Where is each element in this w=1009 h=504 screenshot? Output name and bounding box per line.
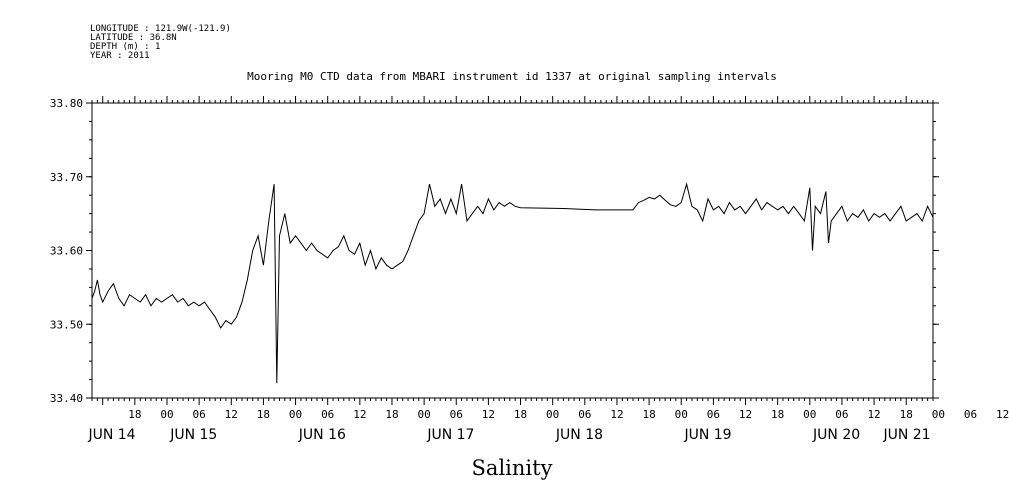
x-hour-label: 18 — [900, 408, 913, 421]
chart-title: Mooring M0 CTD data from MBARI instrumen… — [247, 70, 777, 83]
x-day-label: JUN 18 — [555, 427, 603, 443]
y-tick-label: 33.40 — [50, 392, 83, 405]
x-hour-label: 12 — [353, 408, 366, 421]
x-day-label: JUN 16 — [298, 427, 346, 443]
series-line-salinity — [91, 182, 934, 384]
x-hour-label: 06 — [321, 408, 334, 421]
x-day-label: JUN 20 — [812, 427, 860, 443]
x-hour-label: 12 — [610, 408, 623, 421]
x-hour-label: 06 — [193, 408, 206, 421]
x-hour-label: 18 — [771, 408, 784, 421]
x-hour-label: 12 — [867, 408, 880, 421]
series-layer — [91, 182, 934, 384]
depth-label: DEPTH (m) : 1 — [90, 42, 160, 52]
x-axis: 18 00 06 12 18 00 06 12 18 00 06 12 18 00 06 12 18 00 06 12… — [87, 96, 1009, 443]
x-hour-label: 06 — [964, 408, 977, 421]
x-hour-label: 00 — [160, 408, 173, 421]
x-hour-label: 00 — [546, 408, 559, 421]
x-hour-label: 12 — [482, 408, 495, 421]
y-tick-label: 33.70 — [50, 171, 83, 184]
x-day-label: JUN 14 — [87, 427, 135, 443]
x-hour-label: 06 — [707, 408, 720, 421]
latitude-label: LATITUDE : 36.8N — [90, 33, 177, 43]
x-day-label: JUN 17 — [426, 427, 474, 443]
x-hour-label: 00 — [675, 408, 688, 421]
x-hour-label: 18 — [128, 408, 141, 421]
x-hour-label: 12 — [996, 408, 1009, 421]
x-hour-label: 00 — [417, 408, 430, 421]
x-day-label: JUN 21 — [882, 427, 930, 443]
x-hour-label: 12 — [225, 408, 238, 421]
y-tick-label: 33.80 — [50, 97, 83, 110]
x-hour-label: 18 — [514, 408, 527, 421]
x-hour-label: 00 — [289, 408, 302, 421]
y-tick-label: 33.60 — [50, 245, 83, 258]
y-axis: 33.40 33.50 33.60 33.70 33.80 — [50, 97, 939, 405]
x-hour-label: 12 — [739, 408, 752, 421]
x-hour-label: 00 — [803, 408, 816, 421]
longitude-label: LONGITUDE : 121.9W(-121.9) — [90, 24, 231, 34]
x-day-label: JUN 19 — [683, 427, 731, 443]
x-hour-label: 06 — [578, 408, 591, 421]
x-hour-label: 18 — [257, 408, 270, 421]
x-day-label: JUN 15 — [169, 427, 217, 443]
x-hour-label: 18 — [642, 408, 655, 421]
x-hour-label: 06 — [450, 408, 463, 421]
x-hour-label: 00 — [932, 408, 945, 421]
year-label: YEAR : 2011 — [90, 51, 150, 61]
x-hour-label: 18 — [385, 408, 398, 421]
x-axis-label: Salinity — [472, 456, 553, 480]
x-hour-label: 06 — [835, 408, 848, 421]
plot-frame — [91, 102, 934, 399]
y-tick-label: 33.50 — [50, 318, 83, 331]
